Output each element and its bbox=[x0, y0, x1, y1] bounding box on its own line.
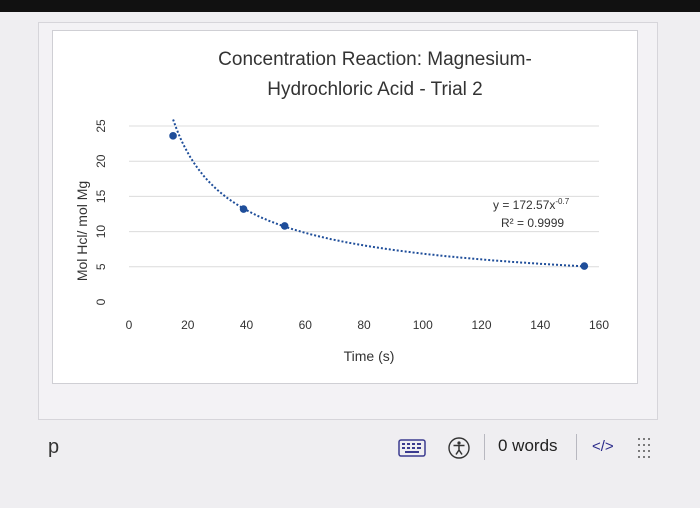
y-tick-label: 15 bbox=[94, 189, 108, 203]
trendline-r-squared: R² = 0.9999 bbox=[501, 216, 564, 230]
x-tick-label: 0 bbox=[126, 318, 133, 332]
x-tick-label: 40 bbox=[240, 318, 254, 332]
x-tick-label: 120 bbox=[471, 318, 491, 332]
x-tick-label: 80 bbox=[357, 318, 371, 332]
chart-title-line-1: Concentration Reaction: Magnesium- bbox=[218, 49, 532, 70]
y-tick-label: 0 bbox=[94, 298, 108, 305]
x-tick-label: 100 bbox=[413, 318, 433, 332]
data-point bbox=[169, 132, 177, 140]
status-separator bbox=[484, 434, 485, 460]
x-tick-label: 140 bbox=[530, 318, 550, 332]
word-count: 0 words bbox=[498, 436, 558, 455]
trendline bbox=[172, 119, 585, 268]
y-tick-label: 10 bbox=[94, 225, 108, 239]
trendline-equation-main: y = 172.57x bbox=[493, 198, 555, 212]
trendline-equation-exponent: -0.7 bbox=[555, 197, 569, 206]
keyboard-icon[interactable] bbox=[398, 438, 426, 458]
y-tick-label: 20 bbox=[94, 154, 108, 168]
chart-svg: Concentration Reaction: Magnesium- Hydro… bbox=[74, 49, 609, 364]
x-axis-label: Time (s) bbox=[344, 348, 395, 364]
trendline-equation: y = 172.57x-0.7 bbox=[493, 197, 570, 212]
y-axis-label: Mol Hcl/ mol Mg bbox=[74, 181, 90, 281]
chart-container: Concentration Reaction: Magnesium- Hydro… bbox=[52, 30, 638, 384]
x-tick-label: 160 bbox=[589, 318, 609, 332]
data-point bbox=[280, 222, 289, 230]
y-tick-label: 25 bbox=[94, 119, 108, 133]
data-point bbox=[580, 262, 589, 270]
y-tick-label: 5 bbox=[94, 263, 108, 270]
source-code-button[interactable]: </> bbox=[592, 438, 614, 455]
grip-icon[interactable] bbox=[638, 438, 652, 458]
x-tick-label: 60 bbox=[299, 318, 313, 332]
window-top-bar bbox=[0, 0, 700, 12]
editor-status-bar: 0 words </> bbox=[390, 430, 660, 464]
status-separator bbox=[576, 434, 577, 460]
accessibility-icon[interactable] bbox=[448, 437, 470, 459]
data-point bbox=[239, 205, 248, 213]
x-tick-label: 20 bbox=[181, 318, 195, 332]
chart-title-line-2: Hydrochloric Acid - Trial 2 bbox=[267, 79, 482, 100]
paragraph-element-indicator: p bbox=[48, 436, 60, 458]
